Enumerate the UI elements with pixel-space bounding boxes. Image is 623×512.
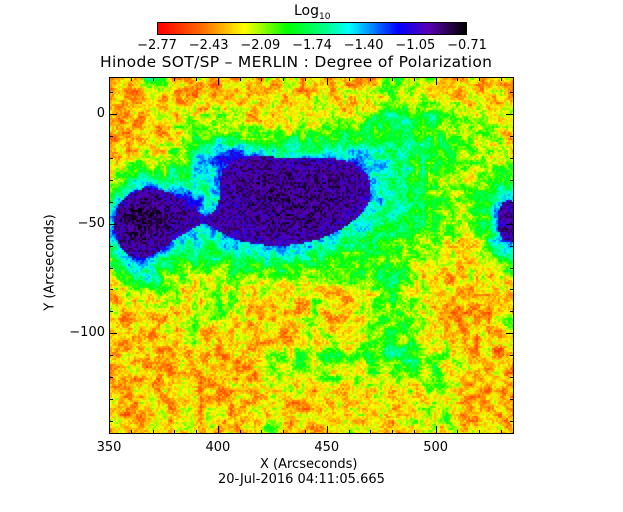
axis-tick xyxy=(239,430,241,434)
axis-tick xyxy=(174,77,176,81)
axis-tick xyxy=(109,114,117,116)
x-axis-label: X (Arcseconds) xyxy=(260,457,358,472)
x-tick-label: 350 xyxy=(96,440,122,455)
axis-tick xyxy=(109,267,113,269)
axis-tick xyxy=(510,267,514,269)
axis-tick xyxy=(174,430,176,434)
colorbar-tick-label: −0.71 xyxy=(447,38,487,53)
axis-tick xyxy=(506,223,514,225)
axis-tick xyxy=(261,430,263,434)
axis-tick xyxy=(217,77,219,85)
axis-tick xyxy=(510,201,514,203)
axis-tick xyxy=(109,77,110,85)
axis-tick xyxy=(304,77,306,81)
axis-tick xyxy=(109,398,113,400)
axis-tick xyxy=(109,333,117,335)
axis-tick xyxy=(506,114,514,116)
axis-tick xyxy=(261,77,263,81)
y-tick-label: 0 xyxy=(96,106,105,122)
axis-tick xyxy=(510,136,514,138)
axis-tick xyxy=(348,430,350,434)
axis-tick xyxy=(435,426,437,434)
heatmap-canvas xyxy=(110,78,513,433)
axis-tick xyxy=(239,77,241,81)
axis-tick xyxy=(510,179,514,181)
axis-tick xyxy=(109,311,113,313)
colorbar-label: Log10 xyxy=(294,3,330,22)
axis-tick xyxy=(152,430,154,434)
axis-tick xyxy=(152,77,154,81)
timestamp: 20-Jul-2016 04:11:05.665 xyxy=(218,472,385,487)
axis-tick xyxy=(510,245,514,247)
axis-tick xyxy=(370,430,372,434)
axis-tick xyxy=(510,377,514,379)
axis-tick xyxy=(510,398,514,400)
axis-tick xyxy=(413,77,415,81)
axis-tick xyxy=(457,77,459,81)
axis-tick xyxy=(130,77,132,81)
heatmap-image xyxy=(109,77,514,434)
axis-tick xyxy=(283,430,285,434)
x-tick-label: 400 xyxy=(205,440,231,455)
axis-tick xyxy=(510,355,514,357)
axis-tick xyxy=(109,289,113,291)
axis-tick xyxy=(109,158,113,160)
axis-tick xyxy=(510,420,514,422)
axis-tick xyxy=(109,245,113,247)
y-axis-label: Y (Arcseconds) xyxy=(42,214,58,311)
colorbar-tick-label: −1.40 xyxy=(343,38,384,53)
axis-tick xyxy=(130,430,132,434)
axis-tick xyxy=(109,201,113,203)
axis-tick xyxy=(506,333,514,335)
axis-tick xyxy=(109,377,113,379)
axis-tick xyxy=(109,420,113,422)
axis-tick xyxy=(348,77,350,81)
y-tick-label: −100 xyxy=(69,325,105,341)
axis-tick xyxy=(510,311,514,313)
axis-tick xyxy=(435,77,437,85)
colorbar-label-subscript: 10 xyxy=(319,11,331,22)
axis-tick xyxy=(479,77,481,81)
axis-tick xyxy=(326,77,328,85)
axis-tick xyxy=(109,355,113,357)
axis-tick xyxy=(196,77,198,81)
axis-tick xyxy=(510,92,514,94)
axis-tick xyxy=(457,430,459,434)
axis-tick xyxy=(392,77,394,81)
colorbar-tick-label: −1.05 xyxy=(395,38,436,53)
colorbar-tick-label: −2.77 xyxy=(137,38,177,53)
axis-tick xyxy=(510,158,514,160)
axis-tick xyxy=(479,430,481,434)
axis-tick xyxy=(109,179,113,181)
axis-tick xyxy=(392,430,394,434)
chart-title: Hinode SOT/SP – MERLIN : Degree of Polar… xyxy=(100,53,493,71)
axis-tick xyxy=(109,223,117,225)
axis-tick xyxy=(109,136,113,138)
colorbar-tick-label: −2.43 xyxy=(188,38,229,53)
axis-tick xyxy=(283,77,285,81)
axis-tick xyxy=(304,430,306,434)
colorbar-tick-label: −1.74 xyxy=(292,38,332,53)
x-tick-label: 450 xyxy=(314,440,340,455)
colorbar-label-base: Log xyxy=(294,3,320,19)
colorbar xyxy=(157,22,467,35)
axis-tick xyxy=(109,426,110,434)
colorbar-tick-label: −2.09 xyxy=(240,38,281,53)
axis-tick xyxy=(326,426,328,434)
axis-tick xyxy=(196,430,198,434)
axis-tick xyxy=(217,426,219,434)
axis-tick xyxy=(370,77,372,81)
axis-tick xyxy=(413,430,415,434)
x-tick-label: 500 xyxy=(423,440,449,455)
y-tick-label: −50 xyxy=(77,215,105,231)
axis-tick xyxy=(500,77,502,81)
axis-tick xyxy=(109,92,113,94)
axis-tick xyxy=(500,430,502,434)
axis-tick xyxy=(510,289,514,291)
